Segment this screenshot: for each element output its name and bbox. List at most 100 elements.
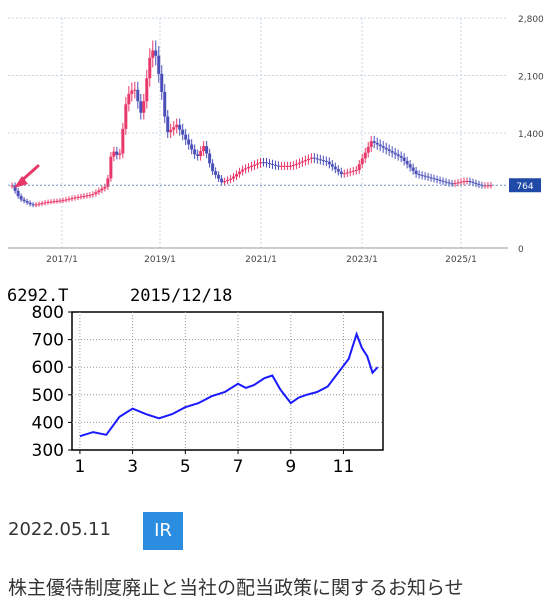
y-tick-label: 1,400 bbox=[518, 130, 544, 140]
candle-body bbox=[160, 73, 164, 92]
candle-body bbox=[22, 199, 26, 202]
candle-body bbox=[169, 129, 173, 133]
candle-body bbox=[399, 156, 403, 158]
candle-body bbox=[88, 194, 92, 196]
candle-body bbox=[444, 181, 448, 183]
candle-body bbox=[297, 162, 301, 164]
candle-body bbox=[327, 161, 331, 165]
candle-body bbox=[405, 160, 409, 165]
candle-body bbox=[100, 188, 104, 191]
candle-body bbox=[49, 201, 53, 203]
plot-frame bbox=[71, 311, 384, 451]
y-tick-label: 700 bbox=[32, 331, 64, 351]
candle-body bbox=[241, 169, 245, 172]
candle-body bbox=[148, 57, 152, 79]
candle-body bbox=[211, 163, 215, 172]
candle-body bbox=[103, 186, 107, 189]
candle-body bbox=[238, 171, 242, 175]
candle-body bbox=[52, 201, 56, 203]
x-tick-label: 3 bbox=[127, 457, 138, 477]
candle-body bbox=[253, 164, 257, 166]
y-tick-label: 800 bbox=[32, 303, 64, 323]
candle-body bbox=[438, 179, 442, 181]
candle-body bbox=[435, 179, 439, 181]
candle-body bbox=[85, 195, 89, 197]
candle-body bbox=[34, 204, 38, 206]
candle-body bbox=[345, 172, 349, 174]
candle-body bbox=[205, 146, 209, 154]
candle-body bbox=[214, 171, 218, 175]
candle-body bbox=[348, 171, 352, 173]
candle-body bbox=[46, 201, 50, 203]
candle-body bbox=[244, 168, 248, 170]
candle-body bbox=[184, 134, 188, 140]
candle-body bbox=[429, 177, 433, 179]
news-category-badge[interactable]: IR bbox=[143, 512, 183, 550]
candle-body bbox=[130, 90, 134, 94]
candle-body bbox=[43, 202, 47, 204]
candle-body bbox=[372, 141, 376, 143]
candle-body bbox=[486, 185, 490, 187]
candle-body bbox=[339, 171, 343, 175]
candle-body bbox=[178, 124, 182, 130]
candle-body bbox=[417, 174, 421, 176]
candle-body bbox=[127, 93, 131, 105]
candle-body bbox=[291, 165, 295, 167]
candle-body bbox=[408, 164, 412, 168]
candle-body bbox=[315, 158, 319, 160]
news-date: 2022.05.11 bbox=[8, 519, 112, 540]
candle-body bbox=[381, 146, 385, 148]
candle-body bbox=[133, 89, 137, 91]
candle-body bbox=[282, 165, 286, 167]
candle-body bbox=[471, 181, 475, 183]
x-tick-label: 11 bbox=[333, 457, 355, 477]
candle-body bbox=[163, 91, 167, 117]
x-tick-label: 2021/1 bbox=[245, 255, 277, 265]
candle-body bbox=[223, 181, 227, 183]
candle-body bbox=[91, 194, 95, 196]
candle-body bbox=[61, 200, 65, 202]
candle-body bbox=[187, 139, 191, 145]
candle-body bbox=[151, 50, 155, 58]
candle-body bbox=[477, 183, 481, 185]
candle-body bbox=[25, 201, 29, 203]
candle-body bbox=[136, 89, 140, 102]
candle-body bbox=[351, 170, 355, 172]
candle-body bbox=[330, 164, 334, 167]
candle-body bbox=[468, 180, 472, 182]
candle-body bbox=[420, 174, 424, 176]
candle-body bbox=[336, 169, 340, 172]
candle-body bbox=[37, 203, 41, 205]
candle-body bbox=[453, 183, 457, 185]
candle-body bbox=[106, 178, 110, 187]
candle-body bbox=[175, 124, 179, 128]
x-tick-label: 7 bbox=[233, 457, 244, 477]
candle-body bbox=[285, 165, 289, 167]
candle-body bbox=[97, 190, 101, 193]
candle-body bbox=[250, 165, 254, 168]
plot-area bbox=[8, 14, 508, 248]
y-tick-label: 0 bbox=[518, 245, 524, 255]
candle-body bbox=[115, 151, 119, 155]
candle-body bbox=[196, 154, 200, 156]
price-line bbox=[79, 331, 379, 438]
candle-body bbox=[423, 175, 427, 177]
candle-body bbox=[360, 158, 364, 165]
candle-body bbox=[333, 166, 337, 170]
candle-body bbox=[16, 190, 20, 197]
candle-body bbox=[294, 163, 298, 166]
candle-body bbox=[375, 142, 379, 145]
candle-body bbox=[229, 178, 233, 180]
candle-body bbox=[109, 156, 113, 179]
candle-body bbox=[217, 174, 221, 179]
news-title-link[interactable]: 株主優待制度廃止と当社の配当政策に関するお知らせ bbox=[8, 577, 464, 599]
candle-body bbox=[306, 158, 310, 161]
candle-body bbox=[426, 176, 430, 178]
candle-body bbox=[67, 198, 71, 200]
candle-body bbox=[324, 160, 328, 162]
candle-body bbox=[19, 196, 23, 200]
candle-body bbox=[79, 196, 83, 198]
candle-body bbox=[288, 165, 292, 167]
candle-body bbox=[321, 160, 325, 162]
x-tick-label: 2017/1 bbox=[46, 255, 78, 265]
